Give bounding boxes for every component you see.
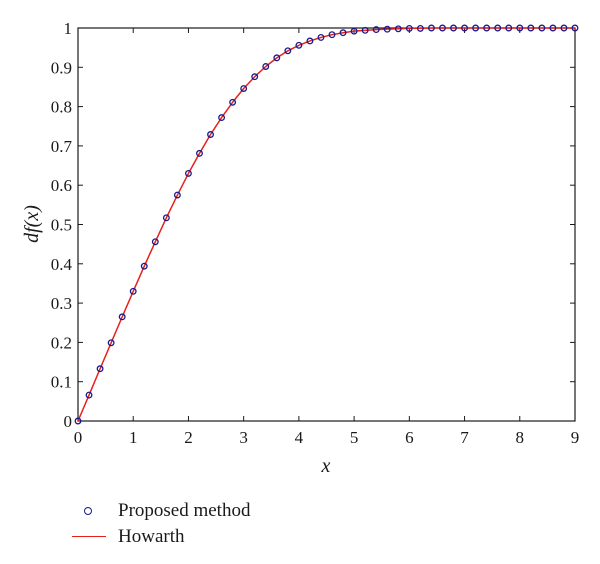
proposed-method-point: [229, 98, 237, 106]
x-tick-label: 7: [460, 428, 469, 447]
x-tick-label: 9: [571, 428, 580, 447]
proposed-method-point: [350, 27, 358, 35]
x-tick-label: 2: [184, 428, 193, 447]
proposed-method-point: [450, 24, 457, 32]
proposed-method-point: [483, 24, 491, 32]
proposed-method-point: [196, 149, 203, 157]
proposed-method-point: [284, 47, 292, 55]
proposed-method-point: [472, 24, 480, 32]
legend-item-howarth: Howarth: [70, 524, 250, 550]
proposed-method-point: [107, 339, 115, 347]
proposed-method-point: [207, 131, 214, 138]
y-tick-label: 0.2: [51, 333, 72, 352]
proposed-method-point: [416, 24, 424, 32]
y-tick-label: 0: [64, 412, 73, 431]
proposed-method-point: [516, 24, 524, 32]
proposed-method-point: [361, 26, 369, 34]
x-tick-label: 4: [295, 428, 304, 447]
proposed-method-point: [394, 25, 402, 33]
x-tick-label: 5: [350, 428, 359, 447]
legend-item-proposed-method: Proposed method: [70, 498, 250, 524]
plot-frame: [77, 27, 576, 422]
y-tick-label: 0.5: [51, 216, 72, 235]
proposed-method-point: [571, 24, 579, 32]
y-tick-label: 0.4: [51, 255, 73, 274]
proposed-method-point: [295, 41, 303, 49]
proposed-method-point: [273, 54, 281, 62]
proposed-method-point: [74, 417, 82, 425]
howarth-line: [77, 27, 575, 422]
proposed-method-point: [494, 24, 502, 32]
proposed-method-point: [173, 191, 181, 199]
proposed-method-point: [306, 37, 314, 45]
legend-label-proposed-method: Proposed method: [118, 500, 251, 521]
proposed-method-point: [549, 24, 557, 32]
x-tick-label: 0: [74, 428, 83, 447]
y-tick-label: 0.8: [51, 98, 72, 117]
proposed-method-point: [538, 24, 546, 32]
legend-label-howarth: Howarth: [118, 526, 185, 547]
y-tick-label: 0.7: [51, 137, 73, 156]
proposed-method-point: [140, 262, 148, 270]
proposed-method-point: [162, 214, 170, 222]
proposed-method-point: [317, 33, 325, 41]
legend: Proposed method Howarth: [70, 498, 250, 550]
x-tick-label: 1: [129, 428, 138, 447]
proposed-method-point: [96, 365, 104, 373]
proposed-method-point: [328, 31, 336, 39]
proposed-method-point: [85, 391, 93, 399]
line-marker-icon: [70, 524, 114, 550]
axes-box: [77, 27, 576, 422]
proposed-method-point: [439, 24, 446, 32]
x-tick-label: 3: [239, 428, 248, 447]
y-tick-label: 1: [64, 19, 73, 38]
proposed-method-point: [505, 24, 513, 32]
howarth-series: [77, 27, 575, 422]
proposed-method-series: [74, 24, 579, 425]
circle-marker-icon: [70, 498, 114, 524]
proposed-method-point: [240, 85, 248, 92]
y-axis-label: df(x): [21, 205, 43, 243]
x-tick-label: 6: [405, 428, 414, 447]
y-tick-label: 0.9: [51, 58, 72, 77]
proposed-method-point: [129, 287, 137, 295]
proposed-method-point: [383, 25, 391, 33]
proposed-method-point: [527, 24, 535, 32]
proposed-method-point: [262, 63, 270, 70]
proposed-method-point: [218, 114, 226, 122]
proposed-method-point: [427, 24, 435, 32]
proposed-method-point: [372, 26, 380, 34]
y-tick-label: 0.1: [51, 373, 72, 392]
proposed-method-point: [461, 24, 469, 32]
axis-ticks: [77, 27, 576, 422]
proposed-method-point: [560, 24, 568, 32]
proposed-method-point: [251, 73, 259, 81]
proposed-method-point: [151, 238, 159, 246]
proposed-method-point: [405, 24, 413, 32]
tick-labels: 0 1 2 3 4 5 6 7 8 9 0 0.1 0.2 0.3 0.4 0.5 0.6 0.7 0.8 0.9 1: [51, 19, 580, 447]
x-tick-label: 8: [516, 428, 525, 447]
proposed-method-point: [339, 29, 347, 37]
y-tick-label: 0.6: [51, 176, 72, 195]
proposed-method-point: [118, 313, 126, 321]
proposed-method-point: [184, 169, 192, 177]
y-tick-label: 0.3: [51, 294, 72, 313]
x-axis-label: x: [321, 455, 331, 477]
